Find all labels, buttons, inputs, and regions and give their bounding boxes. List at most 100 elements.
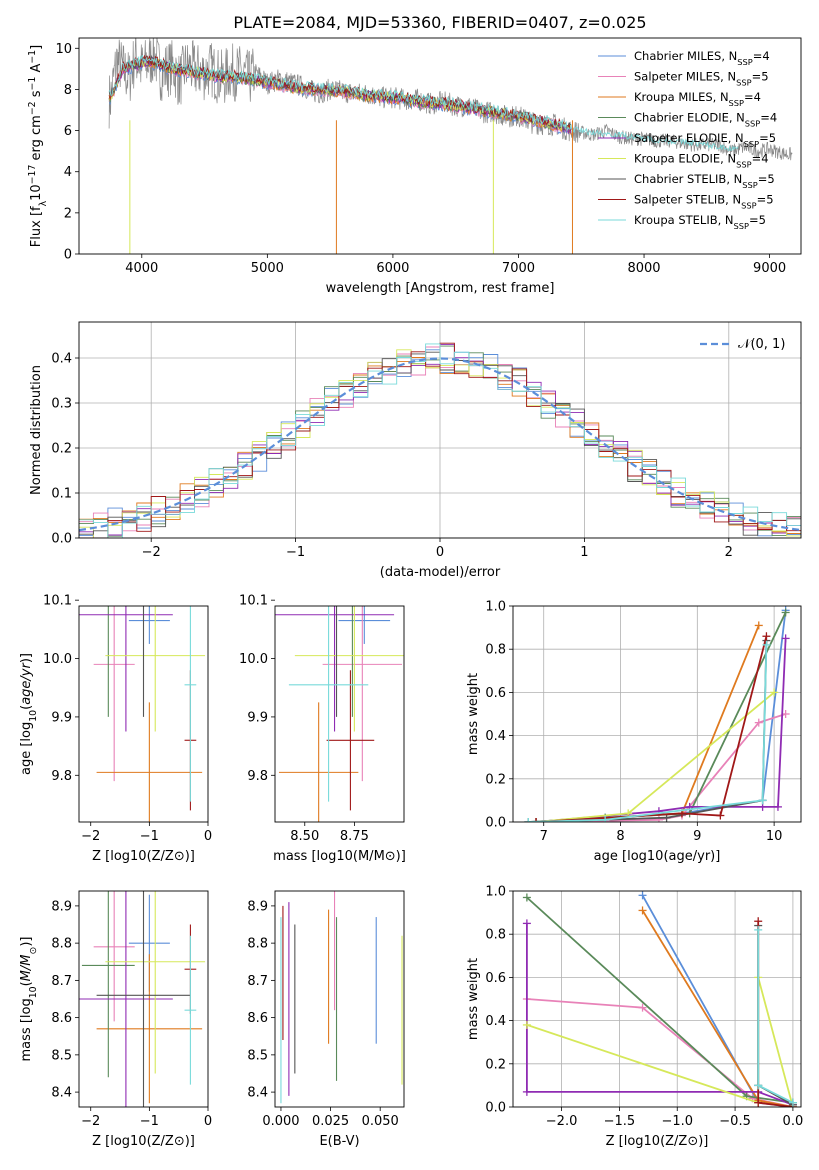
legend-label: Chabrier STELIB, NSSP=5 xyxy=(634,172,775,190)
y-axis-label: mass weight xyxy=(466,958,481,1040)
y-tick-label: 0.4 xyxy=(51,352,72,367)
x-tick-label: 4000 xyxy=(125,261,158,276)
label-part: =4 xyxy=(744,90,761,104)
x-tick-label: −2 xyxy=(81,829,100,844)
label-part: Kroupa STELIB, N xyxy=(634,213,734,227)
label-part: −1 xyxy=(27,50,38,64)
label-part: ( xyxy=(19,981,34,986)
label-part: ] xyxy=(29,45,44,50)
x-tick-label: −1.0 xyxy=(661,1114,693,1129)
mass-vs-extinction-panel: 0.000 0.025 0.050 8.4 8.5 8.6 8.7 8.8 8.9 E(B-V) xyxy=(247,890,405,1149)
model-spectrum-line xyxy=(108,54,572,131)
legend-label: Kroupa STELIB, NSSP=5 xyxy=(634,213,766,231)
x-tick-label: 9000 xyxy=(753,261,786,276)
label-part: Kroupa ELODIE, N xyxy=(634,152,736,166)
legend-label: Salpeter MILES, NSSP=5 xyxy=(634,70,769,88)
x-tick-label: 6000 xyxy=(376,261,409,276)
label-part: =4 xyxy=(753,49,770,63)
mass-vs-metallicity-panel: −2 −1 0 8.4 8.5 8.6 8.7 8.8 8.9 Z [log10(Z/Z⊙)] ma… xyxy=(19,890,212,1149)
y-tick-label: 10.1 xyxy=(239,594,268,609)
axes-frame xyxy=(512,605,802,823)
x-tick-label: 0 xyxy=(204,1114,212,1129)
label-part: 10 xyxy=(29,184,44,201)
model-spectrum-line xyxy=(570,126,739,152)
legend-label: 𝒩(0, 1) xyxy=(738,337,785,352)
y-axis-label: Flux [fλ10−17 erg cm−2 s−1 A−1] xyxy=(27,45,49,247)
x-tick-label: 8.50 xyxy=(290,829,319,844)
y-axis-label: Normed distribution xyxy=(29,365,44,495)
y-tick-label: 8.8 xyxy=(51,937,72,952)
plot-area xyxy=(79,891,206,1107)
x-tick-label: −1 xyxy=(140,829,159,844)
y-tick-label: 0.4 xyxy=(485,729,506,744)
y-tick-label: 8.9 xyxy=(247,899,268,914)
x-tick-label: 8.75 xyxy=(340,829,369,844)
y-tick-label: 0.2 xyxy=(51,442,72,457)
mass-weight-vs-metallicity-panel: −2.0 −1.5 −1.0 −0.5 0.0 0.0 0.2 0.4 0.6 0.8 1.0 Z [… xyxy=(466,885,803,1150)
label-part: Chabrier MILES, N xyxy=(634,49,737,63)
axes-frame xyxy=(78,321,802,539)
axes-frame xyxy=(274,605,405,823)
y-tick-label: 0.8 xyxy=(485,928,506,943)
age-vs-mass-panel: 8.50 8.75 9.8 9.9 10.0 10.1 mass [log10(M/M⊙)] xyxy=(239,594,406,864)
legend-label: Chabrier MILES, NSSP=4 xyxy=(634,49,770,67)
label-part: age [log xyxy=(19,722,34,775)
x-axis-label: age [log10(age/yr)] xyxy=(594,849,721,864)
label-part: 10 xyxy=(28,710,39,722)
y-tick-label: 1.0 xyxy=(485,600,506,615)
x-axis-label: Z [log10(Z/Z⊙)] xyxy=(606,1134,709,1149)
y-tick-label: 0.2 xyxy=(485,1057,506,1072)
label-part: Salpeter ELODIE, N xyxy=(634,131,744,145)
x-tick-label: 0.050 xyxy=(362,1114,399,1129)
axes-frame xyxy=(274,890,405,1108)
y-tick-label: 8.6 xyxy=(247,1011,268,1026)
x-tick-label: −1.5 xyxy=(604,1114,636,1129)
y-tick-label: 8.4 xyxy=(51,1086,72,1101)
y-tick-label: 0 xyxy=(64,248,72,263)
age-vs-metallicity-panel: −2 −1 0 9.8 9.9 10.0 10.1 Z [log10(Z/Z⊙)] age [l… xyxy=(19,594,212,864)
x-tick-label: 7 xyxy=(540,829,548,844)
legend-label: Salpeter ELODIE, NSSP=5 xyxy=(634,131,776,149)
y-tick-label: 0.0 xyxy=(51,532,72,547)
x-tick-label: 8000 xyxy=(627,261,660,276)
label-part: −2 xyxy=(27,101,38,115)
label-part: SSP xyxy=(734,221,749,231)
label-part: ( xyxy=(19,705,34,710)
mass-weight-line xyxy=(535,635,768,822)
y-tick-label: 0.6 xyxy=(485,971,506,986)
axes-frame xyxy=(78,37,802,255)
label-part: SSP xyxy=(736,160,751,170)
y-tick-label: 0.0 xyxy=(485,1101,506,1116)
y-tick-label: 10.0 xyxy=(43,652,72,667)
histogram-step xyxy=(79,343,801,538)
x-axis-label: mass [log10(M/M⊙)] xyxy=(273,849,406,864)
legend-label: Kroupa ELODIE, NSSP=4 xyxy=(634,152,769,170)
y-tick-label: 10.0 xyxy=(239,652,268,667)
x-axis-label: (data-model)/error xyxy=(380,565,501,580)
y-tick-label: 2 xyxy=(64,206,72,221)
gaussian-curve xyxy=(79,357,801,532)
y-tick-label: 8.8 xyxy=(247,937,268,952)
y-tick-label: 8 xyxy=(64,83,72,98)
histogram-step xyxy=(79,357,801,534)
y-tick-label: 8.6 xyxy=(51,1011,72,1026)
mass-weight-vs-age-panel: 7 8 9 10 0.0 0.2 0.4 0.6 0.8 1.0 age [log10(age/yr… xyxy=(466,600,802,864)
data-spectrum-line xyxy=(108,38,793,161)
x-tick-label: 8 xyxy=(616,829,624,844)
x-tick-label: −0.5 xyxy=(719,1114,751,1129)
x-tick-label: 2 xyxy=(725,545,733,560)
label-part: =5 xyxy=(749,213,766,227)
label-part: s xyxy=(29,90,44,101)
legend-label: Chabrier ELODIE, NSSP=4 xyxy=(634,111,777,129)
plot-area xyxy=(79,606,206,822)
label-part: )] xyxy=(19,653,34,663)
x-axis-label: E(B-V) xyxy=(319,1134,359,1149)
y-tick-label: 0.4 xyxy=(485,1014,506,1029)
label-part: SSP xyxy=(742,180,757,190)
label-part: age/yr xyxy=(19,661,34,704)
plot-area xyxy=(79,322,801,538)
x-tick-label: 7000 xyxy=(502,261,535,276)
y-tick-label: 8.4 xyxy=(247,1086,268,1101)
y-tick-label: 10 xyxy=(55,42,72,57)
y-tick-label: 9.9 xyxy=(51,710,72,725)
